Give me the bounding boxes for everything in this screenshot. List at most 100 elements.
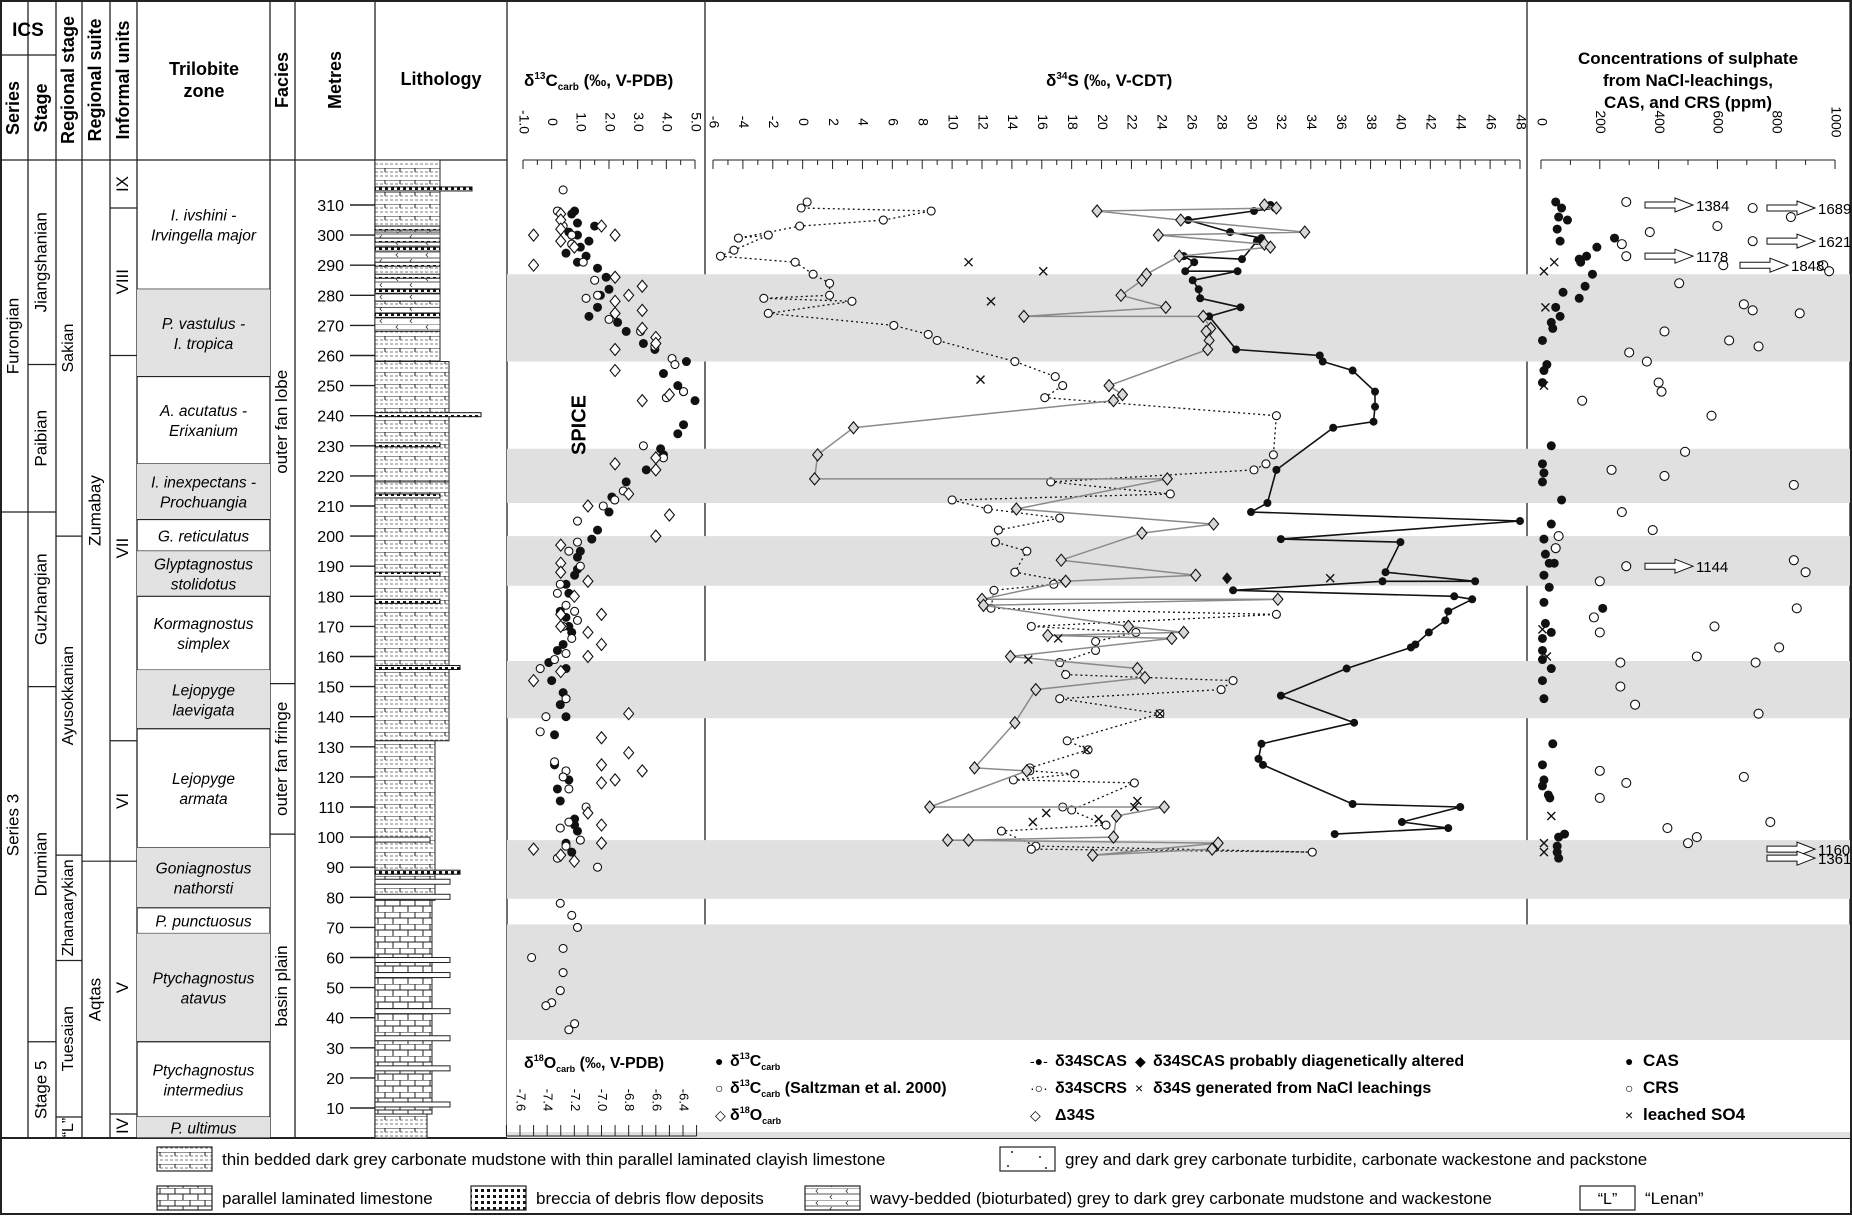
data-point bbox=[564, 546, 574, 556]
legend-label: CAS bbox=[1643, 1051, 1679, 1070]
trilobite-zone-label: Lejopyge bbox=[172, 771, 235, 788]
metre-tick-label: 150 bbox=[317, 680, 344, 697]
data-point bbox=[561, 841, 571, 851]
trilobite-zone-label: P. vastulus - bbox=[162, 316, 245, 333]
data-point bbox=[1315, 351, 1324, 360]
d34s-tick-label: 24 bbox=[1155, 114, 1171, 130]
data-point bbox=[1318, 357, 1327, 366]
trilobite-zone-label: Kormagnostus bbox=[154, 616, 254, 633]
data-point bbox=[1546, 441, 1556, 451]
data-point bbox=[1594, 576, 1605, 587]
data-point bbox=[1539, 381, 1549, 391]
d13c-tick-label: 2.0 bbox=[602, 112, 618, 132]
data-point bbox=[1824, 266, 1835, 277]
data-point bbox=[1550, 543, 1561, 554]
data-point bbox=[636, 303, 648, 318]
metre-tick-label: 100 bbox=[317, 830, 344, 847]
data-point bbox=[1136, 526, 1148, 540]
stage-header: Stage bbox=[31, 83, 51, 132]
metre-tick-label: 170 bbox=[317, 619, 344, 636]
data-point bbox=[1152, 228, 1165, 242]
data-point bbox=[1537, 624, 1547, 634]
data-point bbox=[1129, 802, 1139, 812]
data-point bbox=[541, 712, 551, 722]
data-point bbox=[1268, 450, 1278, 460]
trilobite-zone-label: G. reticulatus bbox=[158, 528, 250, 545]
data-point bbox=[1136, 273, 1148, 288]
trilobite-zone-label: atavus bbox=[181, 991, 227, 1008]
data-point bbox=[1261, 459, 1271, 469]
data-point bbox=[990, 537, 1001, 547]
data-point bbox=[527, 952, 537, 963]
data-point bbox=[1107, 393, 1120, 408]
metre-tick-label: 40 bbox=[326, 1011, 344, 1028]
data-point bbox=[1598, 603, 1608, 613]
trilobite-zone-label: Lejopyge bbox=[172, 682, 235, 699]
data-point bbox=[582, 574, 594, 589]
data-point bbox=[1582, 251, 1592, 261]
data-point bbox=[1046, 477, 1056, 487]
data-point bbox=[575, 835, 585, 845]
trilobite-zone-label: simplex bbox=[177, 636, 231, 653]
metre-tick-label: 220 bbox=[317, 469, 344, 486]
data-point bbox=[825, 278, 835, 288]
data-point bbox=[1747, 202, 1758, 214]
data-point bbox=[1450, 592, 1459, 601]
off-scale-arrow-icon bbox=[1644, 197, 1695, 213]
data-point bbox=[604, 284, 614, 294]
data-point bbox=[641, 465, 651, 475]
data-point bbox=[1644, 227, 1655, 238]
legend-symbol: -●- bbox=[1030, 1053, 1048, 1069]
lithology-swatch bbox=[156, 1146, 213, 1172]
data-point bbox=[923, 800, 936, 814]
data-point bbox=[1058, 381, 1068, 391]
off-scale-arrow-icon bbox=[1766, 841, 1817, 857]
data-point bbox=[561, 648, 571, 659]
data-point bbox=[1537, 335, 1547, 345]
data-point bbox=[1557, 203, 1567, 213]
d34s-chart: δ34S (‰, V-CDT)-6 -4 -2 0 2 4 6 8 10 12 14 16 18 20 22… bbox=[706, 71, 1529, 863]
data-point bbox=[593, 302, 603, 312]
data-point bbox=[593, 525, 603, 535]
d34s-tick-label: 32 bbox=[1274, 114, 1290, 130]
data-point bbox=[733, 233, 743, 243]
data-point bbox=[1184, 216, 1193, 225]
data-point bbox=[555, 234, 567, 248]
d34s-tick-label: 8 bbox=[916, 118, 932, 126]
data-point bbox=[1055, 513, 1065, 523]
data-point bbox=[1577, 395, 1588, 406]
data-point bbox=[650, 529, 662, 543]
data-point bbox=[1050, 372, 1060, 382]
informal-unit-label: VII bbox=[113, 538, 132, 559]
trilobite-zone-label: Goniagnostus bbox=[156, 861, 252, 878]
data-point bbox=[1555, 236, 1565, 246]
sulphate-tick-label: 400 bbox=[1652, 110, 1668, 134]
data-point bbox=[1682, 838, 1694, 849]
data-point bbox=[1026, 621, 1036, 631]
trilobite-zone-label: I. inexpectans - bbox=[151, 475, 256, 492]
legend-label: δ34SCRS bbox=[1055, 1080, 1127, 1097]
data-point bbox=[1691, 832, 1702, 843]
d34s-tick-label: 46 bbox=[1483, 114, 1499, 130]
data-point bbox=[582, 649, 594, 664]
data-point bbox=[570, 1019, 580, 1029]
data-point bbox=[1610, 233, 1619, 243]
data-point bbox=[1070, 769, 1080, 779]
legend-symbol: ◆ bbox=[1135, 1053, 1146, 1069]
data-point bbox=[1548, 739, 1558, 749]
data-point bbox=[547, 676, 557, 686]
data-point bbox=[1724, 335, 1735, 346]
data-point bbox=[763, 230, 773, 240]
data-point bbox=[679, 420, 689, 430]
informal-unit-label: V bbox=[113, 981, 132, 993]
data-point bbox=[1576, 257, 1586, 267]
data-point bbox=[1175, 213, 1187, 227]
data-point bbox=[621, 326, 631, 336]
metre-tick-label: 260 bbox=[317, 349, 344, 366]
data-point bbox=[558, 185, 568, 195]
legend-label: δ18Ocarb bbox=[730, 1105, 782, 1126]
legend-label: δ34SCAS probably diagenetically altered bbox=[1153, 1053, 1464, 1070]
data-point bbox=[555, 796, 565, 806]
data-point bbox=[527, 673, 540, 688]
data-point bbox=[567, 209, 577, 219]
